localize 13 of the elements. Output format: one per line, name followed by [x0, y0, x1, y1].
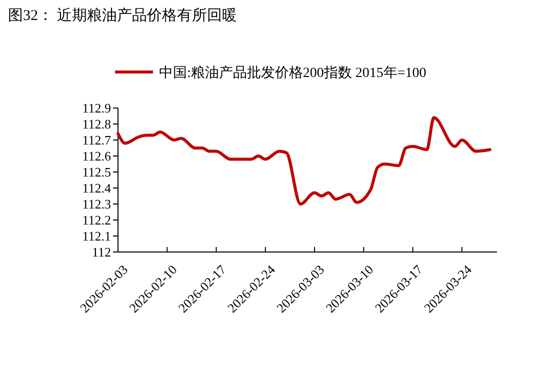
chart-title: 图32： 近期粮油产品价格有所回暖 [8, 7, 237, 24]
line-series [116, 116, 492, 206]
y-tick-label: 112.9 [82, 100, 111, 116]
y-tick-label: 112.3 [82, 196, 111, 212]
y-tick-label: 112 [92, 244, 111, 260]
y-tick-label: 112.5 [82, 164, 111, 180]
y-tick-label: 112.8 [82, 116, 111, 132]
y-tick-label: 112.4 [82, 180, 112, 196]
y-tick-label: 112.1 [82, 228, 111, 244]
y-tick-label: 112.6 [82, 148, 112, 164]
y-tick-label: 112.2 [82, 212, 111, 228]
legend-label: 中国:粮油产品批发价格200指数 2015年=100 [159, 64, 426, 81]
y-tick-label: 112.7 [82, 132, 112, 148]
